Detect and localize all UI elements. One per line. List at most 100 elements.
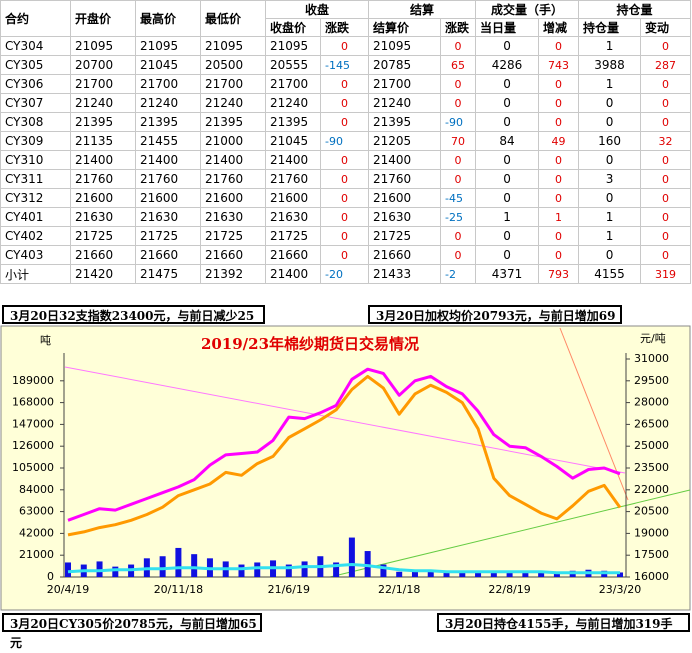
cell: 0 xyxy=(640,150,692,170)
cell: 21760 xyxy=(70,169,136,189)
y2-tick-label: 19000 xyxy=(634,526,669,539)
cell: 21395 xyxy=(135,112,201,132)
y-tick-label: 0 xyxy=(47,570,54,583)
cell: 21660 xyxy=(368,245,442,265)
cell: 4286 xyxy=(475,55,540,75)
cell: 21700 xyxy=(368,74,442,94)
cell: 21700 xyxy=(265,74,321,94)
cell: -45 xyxy=(440,188,477,208)
y-tick-label: 105000 xyxy=(12,461,54,474)
header-row: 合约 开盘价 最高价 最低价 收盘 结算 成交量（手） 持仓量 xyxy=(0,0,692,37)
volume-bar xyxy=(96,561,103,577)
cell: 21630 xyxy=(70,207,136,227)
cell: 0 xyxy=(475,245,540,265)
cell: 1 xyxy=(578,207,642,227)
cell: 21660 xyxy=(200,245,266,265)
volume-bar xyxy=(285,564,292,577)
cell: 21095 xyxy=(135,36,201,56)
data-row: CY312 21600 21600 21600 21600 0 21600 -45 0 0 0 0 xyxy=(0,188,692,208)
header-group: 收盘 xyxy=(264,0,370,19)
trend-line xyxy=(64,366,626,474)
cell: 21760 xyxy=(368,169,442,189)
cell: 793 xyxy=(538,264,580,284)
cell: 21095 xyxy=(70,36,136,56)
note: 3月20日CY305价20785元，与前日增加65元 xyxy=(2,613,262,650)
cell: 32 xyxy=(640,131,692,151)
series-line xyxy=(67,563,621,575)
cell: 0 xyxy=(538,112,580,132)
volume-bar xyxy=(522,571,529,577)
cell: 65 xyxy=(440,55,477,75)
cell: 0 xyxy=(440,169,477,189)
cell: 0 xyxy=(538,245,580,265)
cell: 21725 xyxy=(70,226,136,246)
cell: 0 xyxy=(538,150,580,170)
y2-axis-label: 元/吨 xyxy=(640,332,666,345)
cell: 21433 xyxy=(368,264,442,284)
cell: 0 xyxy=(319,36,370,56)
y-axis-label: 吨 xyxy=(40,334,51,347)
cell: 21700 xyxy=(70,74,136,94)
cell: 0 xyxy=(640,112,692,132)
cell: 21395 xyxy=(368,112,442,132)
header-cell: 收盘价 xyxy=(265,18,321,37)
header-cell: 最高价 xyxy=(135,0,201,37)
cell: 21135 xyxy=(70,131,136,151)
cell: 4155 xyxy=(578,264,642,284)
cell: 0 xyxy=(578,245,642,265)
cell: 0 xyxy=(440,93,477,113)
cell: 21660 xyxy=(265,245,321,265)
volume-bar xyxy=(443,572,450,577)
cell: 21400 xyxy=(70,150,136,170)
cell: 0 xyxy=(319,226,370,246)
volume-bar xyxy=(254,562,261,577)
cell: 21660 xyxy=(70,245,136,265)
volume-bar xyxy=(301,561,308,577)
cell: 21600 xyxy=(135,188,201,208)
cell: 0 xyxy=(475,74,540,94)
y2-tick-label: 28000 xyxy=(634,396,669,409)
volume-bar xyxy=(475,572,482,577)
volume-bar xyxy=(506,570,513,577)
cell: 0 xyxy=(640,36,692,56)
cell: 21630 xyxy=(135,207,201,227)
cell: 21760 xyxy=(265,169,321,189)
y2-tick-label: 23500 xyxy=(634,461,669,474)
cell: 0 xyxy=(319,74,370,94)
header-cell: 持仓量 xyxy=(578,18,642,37)
cell: -25 xyxy=(440,207,477,227)
cell: -90 xyxy=(440,112,477,132)
cell: 21395 xyxy=(70,112,136,132)
cell: 0 xyxy=(475,188,540,208)
cell: -145 xyxy=(319,55,370,75)
volume-bar xyxy=(490,571,497,577)
y-tick-label: 63000 xyxy=(19,505,54,518)
cell: 20785 xyxy=(368,55,442,75)
cell: CY307 xyxy=(0,93,71,113)
cell: 21600 xyxy=(368,188,442,208)
cell: CY306 xyxy=(0,74,71,94)
trend-line xyxy=(329,489,691,578)
cell: 小计 xyxy=(0,264,71,284)
cell: 21240 xyxy=(368,93,442,113)
cell: 21760 xyxy=(200,169,266,189)
cell: 0 xyxy=(578,188,642,208)
y-tick-label: 84000 xyxy=(19,483,54,496)
data-row: CY308 21395 21395 21395 21395 0 21395 -90 0 0 0 0 xyxy=(0,112,692,132)
cell: 0 xyxy=(578,93,642,113)
cell: 70 xyxy=(440,131,477,151)
cell: 0 xyxy=(319,150,370,170)
cell: 21600 xyxy=(70,188,136,208)
cell: 21400 xyxy=(135,150,201,170)
cell: 0 xyxy=(538,169,580,189)
cell: 21600 xyxy=(200,188,266,208)
cell: 0 xyxy=(640,93,692,113)
cell: 21045 xyxy=(265,131,321,151)
cell: 21630 xyxy=(200,207,266,227)
cell: 0 xyxy=(319,112,370,132)
series-line xyxy=(67,374,622,537)
y2-tick-label: 20500 xyxy=(634,505,669,518)
cell: 4371 xyxy=(475,264,540,284)
cell: 21630 xyxy=(368,207,442,227)
data-row: CY306 21700 21700 21700 21700 0 21700 0 0 0 1 0 xyxy=(0,74,692,94)
